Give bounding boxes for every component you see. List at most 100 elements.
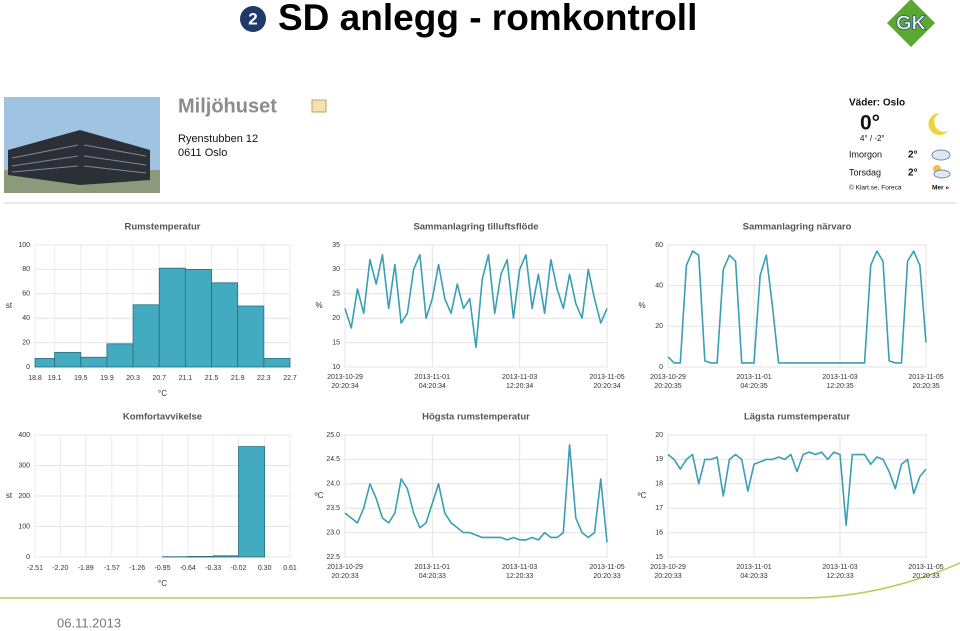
y-tick-label: 0 (26, 364, 30, 371)
y-tick-label: 30 (332, 266, 340, 273)
x-tick-label: 2013-10-29 20:20:34 (327, 374, 363, 390)
moon-icon (928, 112, 948, 135)
y-tick-label: 18 (655, 481, 663, 488)
building-city: 0611 Oslo (178, 147, 227, 159)
y-tick-label: 25.0 (326, 432, 340, 439)
x-tick-label: 20.7 (152, 375, 166, 382)
footer-line (0, 562, 960, 599)
slide-title: SD anlegg - romkontroll (278, 0, 697, 38)
y-axis-label: % (638, 301, 645, 310)
y-tick-label: 17 (655, 505, 663, 512)
weather-range: 4° / -2° (860, 134, 885, 143)
x-tick-label: -1.89 (78, 565, 94, 572)
y-tick-label: 16 (655, 529, 663, 536)
y-tick-label: 19 (655, 456, 663, 463)
y-axis-label: % (315, 301, 322, 310)
y-tick-label: 60 (22, 291, 30, 298)
y-tick-label: 35 (332, 242, 340, 249)
x-tick-label: 18.8 (28, 375, 42, 382)
x-tick-label: 19.5 (74, 375, 88, 382)
logo-shape (886, 0, 936, 48)
x-tick-label: 22.3 (257, 375, 271, 382)
bar (54, 351, 82, 368)
bar (212, 555, 239, 558)
bar (237, 305, 265, 368)
line (667, 250, 927, 364)
weather-more[interactable]: Mer » (932, 185, 949, 192)
building-name: Miljöhuset (178, 95, 277, 117)
x-tick-label: 20.3 (126, 375, 140, 382)
y-axis-label: ºC (315, 491, 324, 500)
bar (187, 555, 214, 558)
bar (34, 358, 56, 368)
forecast-day: Torsdag (849, 167, 881, 177)
plot-area (344, 244, 608, 368)
chart-title: Sammanlagring närvaro (743, 222, 852, 233)
y-tick-label: 20 (22, 339, 30, 346)
y-tick-label: 25 (332, 291, 340, 298)
y-tick-label: 24.5 (326, 456, 340, 463)
cloud-icon (931, 149, 951, 161)
chart-title: Komfortavvikelse (123, 412, 202, 423)
y-tick-label: 24.0 (326, 481, 340, 488)
x-tick-label: 2013-11-01 04:20:33 (736, 564, 772, 580)
y-axis-label: st (6, 301, 13, 310)
bar (211, 282, 239, 368)
y-tick-label: 20 (655, 323, 663, 330)
y-tick-label: 10 (332, 364, 340, 371)
line (667, 451, 927, 527)
y-tick-label: 300 (18, 462, 30, 469)
x-tick-label: -1.57 (104, 565, 120, 572)
x-tick-label: -1.26 (129, 565, 145, 572)
x-tick-label: 19.1 (48, 375, 62, 382)
slide-date: 06.11.2013 (57, 615, 121, 630)
x-tick-label: 2013-11-05 20:20:33 (908, 564, 944, 580)
y-tick-label: 0 (26, 554, 30, 561)
x-tick-label: 2013-10-29 20:20:33 (650, 564, 686, 580)
x-tick-label: 2013-11-01 04:20:33 (414, 564, 450, 580)
x-tick-label: 2013-11-01 04:20:35 (736, 374, 772, 390)
forecast-temp: 2° (908, 168, 918, 179)
y-axis-label: st (6, 491, 13, 500)
chart-title: Rumstemperatur (124, 222, 200, 233)
x-tick-label: 0.61 (283, 565, 297, 572)
x-tick-label: 2013-11-03 12:20:34 (502, 374, 538, 390)
map-icon (311, 99, 327, 113)
bar (132, 304, 160, 368)
x-tick-label: 2013-11-05 20:20:34 (589, 374, 625, 390)
y-tick-label: 100 (18, 242, 30, 249)
x-axis-label: °C (158, 389, 167, 398)
y-tick-label: 40 (655, 283, 663, 290)
x-tick-label: 0.30 (258, 565, 272, 572)
y-tick-label: 15 (332, 339, 340, 346)
x-tick-label: 21.5 (205, 375, 219, 382)
plot-area (667, 244, 927, 368)
bar (263, 358, 291, 368)
cloud-icon (933, 169, 951, 179)
x-tick-label: 2013-11-05 20:20:35 (908, 374, 944, 390)
y-tick-label: 100 (18, 523, 30, 530)
y-tick-label: 23.0 (326, 529, 340, 536)
plot-area (667, 434, 927, 558)
chart-title: Sammanlagring tilluftsflöde (413, 222, 538, 233)
bar (184, 268, 212, 368)
x-tick-label: 2013-11-01 04:20:34 (414, 374, 450, 390)
logo-text: GK (896, 12, 927, 34)
slide-number: 2 (248, 9, 257, 28)
line (344, 443, 608, 543)
y-tick-label: 20 (332, 315, 340, 322)
y-axis-label: ºC (638, 491, 647, 500)
y-tick-label: 22.5 (326, 554, 340, 561)
y-tick-label: 40 (22, 315, 30, 322)
number-badge (240, 6, 266, 32)
plot-area (344, 434, 608, 558)
x-tick-label: 2013-11-05 20:20:33 (589, 564, 625, 580)
x-tick-label: 19.9 (100, 375, 114, 382)
chart-title: Högsta rumstemperatur (422, 412, 530, 423)
x-tick-label: 2013-10-29 20:20:33 (327, 564, 363, 580)
forecast-day: Imorgon (849, 149, 882, 159)
photo-windows (11, 144, 147, 174)
x-axis-label: °C (158, 579, 167, 588)
